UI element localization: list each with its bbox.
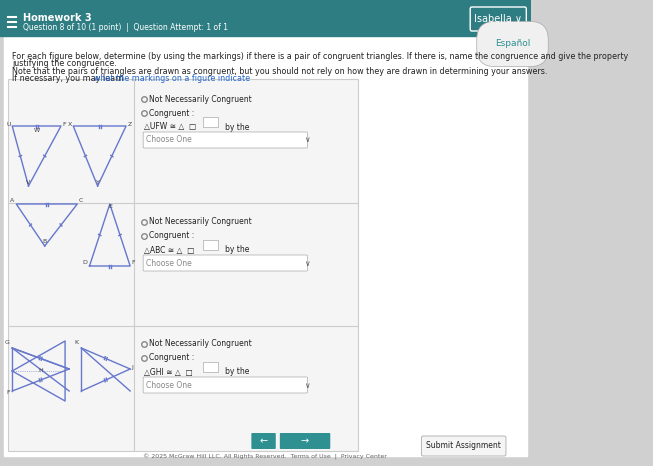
FancyBboxPatch shape <box>470 7 526 31</box>
Text: △UFW ≅ △  □: △UFW ≅ △ □ <box>144 123 197 131</box>
Text: Isabella ∨: Isabella ∨ <box>474 14 522 24</box>
Bar <box>0 0 531 36</box>
Text: For each figure below, determine (by using the markings) if there is a pair of c: For each figure below, determine (by usi… <box>12 52 628 61</box>
Text: H: H <box>39 368 43 373</box>
Text: Not Necessarily Congruent: Not Necessarily Congruent <box>149 95 251 103</box>
Text: F: F <box>6 390 10 395</box>
Text: C: C <box>79 198 84 203</box>
Text: what the markings on a figure indicate: what the markings on a figure indicate <box>93 74 249 83</box>
FancyBboxPatch shape <box>143 255 308 271</box>
Text: Español: Español <box>495 40 530 48</box>
FancyBboxPatch shape <box>251 433 276 449</box>
Text: F: F <box>63 122 66 127</box>
Text: Congruent :: Congruent : <box>149 354 194 363</box>
Text: ∨: ∨ <box>304 136 310 144</box>
Text: by the: by the <box>225 368 249 377</box>
Bar <box>203 117 218 127</box>
Text: Z: Z <box>128 122 132 127</box>
Text: →: → <box>301 436 309 446</box>
Text: Note that the pairs of triangles are drawn as congruent, but you should not rely: Note that the pairs of triangles are dra… <box>12 67 548 76</box>
Text: If necessary, you may learn: If necessary, you may learn <box>12 74 126 83</box>
Text: F: F <box>132 260 135 265</box>
FancyBboxPatch shape <box>421 436 506 456</box>
FancyBboxPatch shape <box>143 132 308 148</box>
Text: X: X <box>67 122 72 127</box>
Text: Choose One: Choose One <box>146 259 192 267</box>
Text: D: D <box>82 260 87 265</box>
Text: J: J <box>132 365 134 370</box>
Text: △GHI ≅ △  □: △GHI ≅ △ □ <box>144 368 193 377</box>
Bar <box>8 79 358 451</box>
Text: ←: ← <box>259 436 268 446</box>
Text: Question 8 of 10 (1 point)  |  Question Attempt: 1 of 1: Question 8 of 10 (1 point) | Question At… <box>23 23 228 33</box>
Text: V: V <box>26 180 31 185</box>
Text: ∨: ∨ <box>304 381 310 390</box>
Text: Choose One: Choose One <box>146 381 192 390</box>
Bar <box>203 362 218 372</box>
Text: K: K <box>75 340 79 345</box>
Text: Homework 3: Homework 3 <box>23 13 91 23</box>
Text: W: W <box>33 128 40 133</box>
Text: by the: by the <box>225 246 249 254</box>
Text: Not Necessarily Congruent: Not Necessarily Congruent <box>149 218 251 226</box>
FancyBboxPatch shape <box>143 377 308 393</box>
Text: .: . <box>208 74 210 83</box>
Text: justifying the congruence.: justifying the congruence. <box>12 59 117 68</box>
FancyBboxPatch shape <box>280 433 330 449</box>
Text: G: G <box>5 340 10 345</box>
Text: E: E <box>108 204 112 209</box>
Text: © 2025 McGraw Hill LLC. All Rights Reserved.  Terms of Use  |  Privacy Center: © 2025 McGraw Hill LLC. All Rights Reser… <box>143 454 387 460</box>
Text: △ABC ≅ △  □: △ABC ≅ △ □ <box>144 246 195 254</box>
Text: B: B <box>42 239 47 244</box>
Text: U: U <box>6 122 10 127</box>
Text: Congruent :: Congruent : <box>149 232 194 240</box>
Text: Choose One: Choose One <box>146 136 192 144</box>
Bar <box>203 240 218 250</box>
Text: ∨: ∨ <box>304 259 310 267</box>
Text: Submit Assignment: Submit Assignment <box>426 441 501 451</box>
Text: Congruent :: Congruent : <box>149 109 194 117</box>
Text: A: A <box>10 198 14 203</box>
Text: Y: Y <box>96 180 99 185</box>
Text: Not Necessarily Congruent: Not Necessarily Congruent <box>149 340 251 349</box>
Text: by the: by the <box>225 123 249 131</box>
